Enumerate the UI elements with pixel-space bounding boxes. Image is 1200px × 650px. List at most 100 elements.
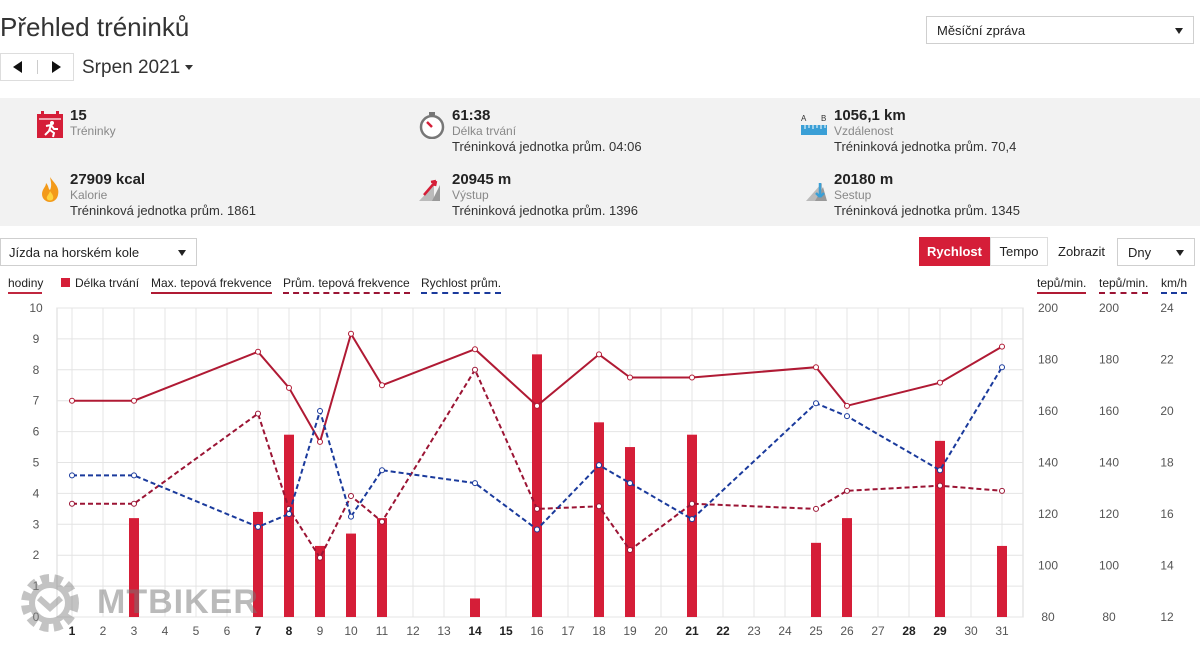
series-line xyxy=(72,366,1003,531)
x-tick-day: 20 xyxy=(654,624,668,638)
chevron-down-icon xyxy=(178,250,186,256)
y-tick-hr-avg: 140 xyxy=(1099,456,1119,470)
sport-select[interactable]: Jízda na horském kole xyxy=(0,238,197,266)
stat-descent: 20180 m Sestup Tréninková jednotka prům.… xyxy=(800,171,1160,227)
y-tick-hr-avg: 180 xyxy=(1099,353,1119,367)
x-tick-day: 7 xyxy=(255,624,262,638)
legend-speed-unit: km/h xyxy=(1161,276,1188,294)
legend-duration[interactable]: Délka trvání xyxy=(61,276,139,290)
granularity-select[interactable]: Dny xyxy=(1117,238,1195,266)
stat-label: Sestup xyxy=(834,188,872,202)
report-type-select[interactable]: Měsíční zpráva xyxy=(926,16,1194,44)
legend-avg-hr[interactable]: Prům. tepová frekvence xyxy=(283,276,410,294)
y-tick-hours: 3 xyxy=(33,517,40,531)
series-point xyxy=(69,472,75,479)
series-point xyxy=(379,382,385,389)
legend-line-dashed xyxy=(283,292,410,294)
series-point xyxy=(627,547,633,554)
page-title: Přehled tréninků xyxy=(0,12,190,42)
stat-trainings: 15 Tréninky xyxy=(36,107,396,163)
y-tick-hours: 2 xyxy=(33,548,40,562)
y-tick-hours: 9 xyxy=(33,332,40,346)
series-point xyxy=(596,351,602,358)
stat-calories: 27909 kcal Kalorie Tréninková jednotka p… xyxy=(36,171,396,227)
series-point xyxy=(813,364,819,371)
legend-line-dashed xyxy=(421,292,502,294)
stat-distance: A B 1056,1 km Vzdálenost Tréninková jedn… xyxy=(800,107,1160,163)
series-point xyxy=(379,518,385,525)
series-point xyxy=(131,397,137,404)
y-tick-hr: 120 xyxy=(1038,507,1058,521)
y-tick-speed: 24 xyxy=(1160,301,1174,315)
duration-bar xyxy=(687,434,697,617)
series-point xyxy=(255,410,261,417)
series-point xyxy=(813,505,819,512)
series-point xyxy=(69,500,75,507)
series-point xyxy=(317,554,323,561)
x-tick-day: 26 xyxy=(840,624,854,638)
caret-down-icon xyxy=(185,65,194,71)
series-point xyxy=(627,480,633,487)
duration-bar xyxy=(377,518,387,617)
duration-bar xyxy=(315,545,325,617)
series-point xyxy=(379,467,385,474)
series-line xyxy=(72,367,1003,560)
x-tick-day: 12 xyxy=(406,624,420,638)
speed-toggle-button[interactable]: Rychlost xyxy=(919,237,990,266)
chevron-down-icon xyxy=(1176,250,1184,256)
y-tick-hours: 6 xyxy=(33,425,40,439)
x-tick-day: 25 xyxy=(809,624,823,638)
legend-line-solid xyxy=(8,292,42,294)
stat-average: Tréninková jednotka prům. 04:06 xyxy=(452,139,642,154)
stat-average: Tréninková jednotka prům. 1396 xyxy=(452,203,638,218)
x-tick-day: 18 xyxy=(592,624,606,638)
x-tick-day: 8 xyxy=(286,624,293,638)
y-tick-hr: 80 xyxy=(1041,610,1055,624)
series-point xyxy=(844,402,850,409)
series-point xyxy=(286,511,292,517)
series-point xyxy=(689,374,695,381)
duration-bar xyxy=(935,440,945,617)
x-tick-day: 30 xyxy=(964,624,978,638)
legend-max-hr[interactable]: Max. tepová frekvence xyxy=(151,276,272,294)
y-tick-hours: 7 xyxy=(33,394,40,408)
series-point xyxy=(999,487,1005,494)
legend-label: tepů/min. xyxy=(1037,276,1087,290)
series-point xyxy=(348,513,354,520)
x-tick-day: 24 xyxy=(778,624,792,638)
legend-label: Prům. tepová frekvence xyxy=(283,276,410,290)
legend-line-solid xyxy=(1037,292,1087,294)
period-label: Srpen 2021 xyxy=(82,57,181,78)
series-point xyxy=(317,438,323,445)
duration-bar xyxy=(532,354,542,617)
pace-toggle-button[interactable]: Tempo xyxy=(990,237,1048,266)
y-tick-speed: 16 xyxy=(1160,507,1174,521)
series-point xyxy=(534,526,540,533)
series-point xyxy=(317,408,323,414)
stat-duration: 61:38 Délka trvání Tréninková jednotka p… xyxy=(418,107,778,163)
duration-bar xyxy=(997,545,1007,617)
period-selector[interactable]: Srpen 2021 xyxy=(82,57,194,79)
x-tick-day: 10 xyxy=(344,624,358,638)
stat-label: Vzdálenost xyxy=(834,124,894,138)
x-tick-day: 9 xyxy=(317,624,324,638)
legend-line-dashed xyxy=(1161,292,1188,294)
x-tick-day: 4 xyxy=(162,624,169,638)
y-tick-hours: 8 xyxy=(33,363,40,377)
legend-avg-speed[interactable]: Rychlost prům. xyxy=(421,276,502,294)
series-point xyxy=(131,472,137,479)
previous-period-button[interactable] xyxy=(13,61,22,73)
next-period-button[interactable] xyxy=(52,61,61,73)
show-label: Zobrazit xyxy=(1058,244,1105,259)
duration-bar xyxy=(346,533,356,617)
chevron-down-icon xyxy=(1175,28,1183,34)
legend-label: hodiny xyxy=(8,276,44,290)
series-point xyxy=(69,397,75,404)
y-tick-hr: 160 xyxy=(1038,404,1058,418)
y-tick-hr-avg: 80 xyxy=(1102,610,1116,624)
stat-label: Kalorie xyxy=(70,188,108,202)
series-point xyxy=(534,402,540,409)
series-point xyxy=(627,374,633,381)
series-point xyxy=(937,379,943,386)
